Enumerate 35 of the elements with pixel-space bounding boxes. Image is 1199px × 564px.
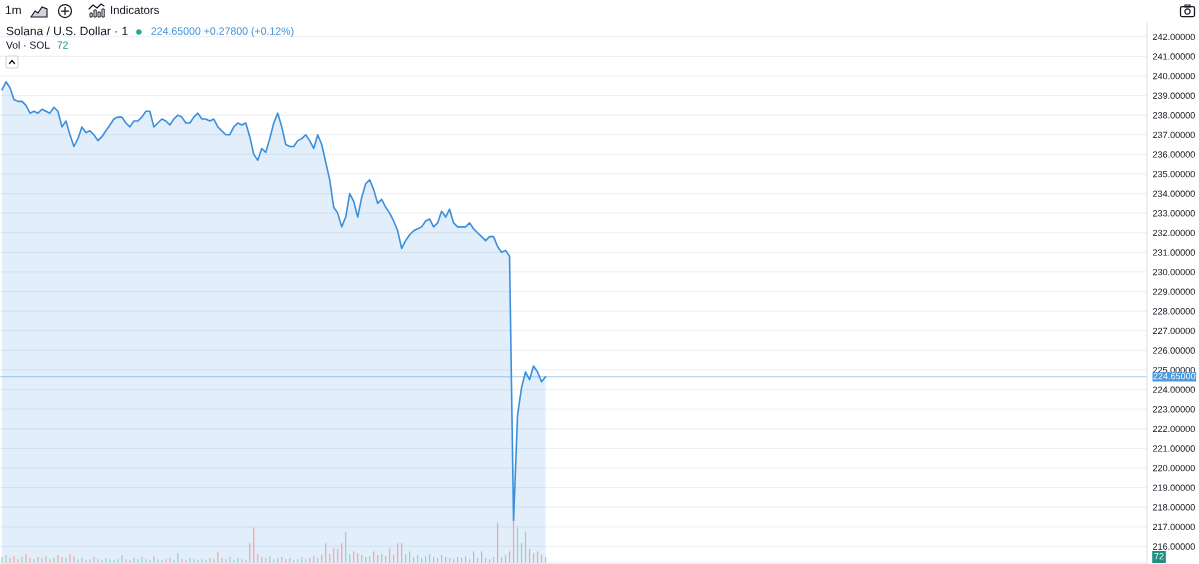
chart-title: Solana / U.S. Dollar · 1 (6, 26, 128, 36)
y-tick-label: 216.00000 (1153, 543, 1195, 550)
y-tick-label: 217.00000 (1153, 523, 1195, 531)
y-tick-label: 227.00000 (1153, 327, 1195, 335)
y-tick-label: 225.00000 (1153, 366, 1195, 374)
y-tick-label: 232.00000 (1153, 229, 1195, 237)
y-tick-label: 223.00000 (1153, 406, 1195, 413)
y-tick-label: 218.00000 (1153, 504, 1195, 511)
y-tick-label: 228.00000 (1153, 308, 1195, 315)
text: Indicators (111, 5, 159, 15)
y-tick-label: 239.00000 (1153, 92, 1195, 99)
y-tick-label: 221.00000 (1153, 445, 1195, 452)
chart-subtitle: 224.65000 +0.27800 (+0.12%) (151, 27, 294, 37)
y-tick-label: 222.00000 (1153, 425, 1195, 433)
y-tick-label: 235.00000 (1153, 170, 1195, 178)
annotation: Vol · SOL (6, 41, 50, 49)
text: 72 (1154, 553, 1164, 560)
annotation: 72 (57, 41, 68, 49)
y-tick-label: 219.00000 (1153, 484, 1195, 491)
y-tick-label: 220.00000 (1153, 464, 1195, 472)
ref-line-label: 224.65000 (1153, 372, 1196, 380)
y-tick-label: 236.00000 (1153, 151, 1195, 158)
y-tick-label: 229.00000 (1153, 288, 1195, 295)
y-tick-label: 234.00000 (1153, 190, 1195, 197)
text: 1m (5, 5, 21, 15)
y-tick-label: 240.00000 (1153, 72, 1195, 80)
y-tick-label: 224.00000 (1153, 386, 1195, 393)
y-tick-label: 226.00000 (1153, 347, 1195, 354)
y-tick-label: 230.00000 (1153, 268, 1195, 276)
y-tick-label: 238.00000 (1153, 112, 1195, 119)
y-tick-label: 242.00000 (1153, 33, 1195, 41)
y-tick-label: 233.00000 (1153, 210, 1195, 217)
y-tick-label: 241.00000 (1153, 53, 1195, 60)
y-tick-label: 237.00000 (1153, 131, 1195, 139)
y-tick-label: 231.00000 (1153, 249, 1195, 256)
